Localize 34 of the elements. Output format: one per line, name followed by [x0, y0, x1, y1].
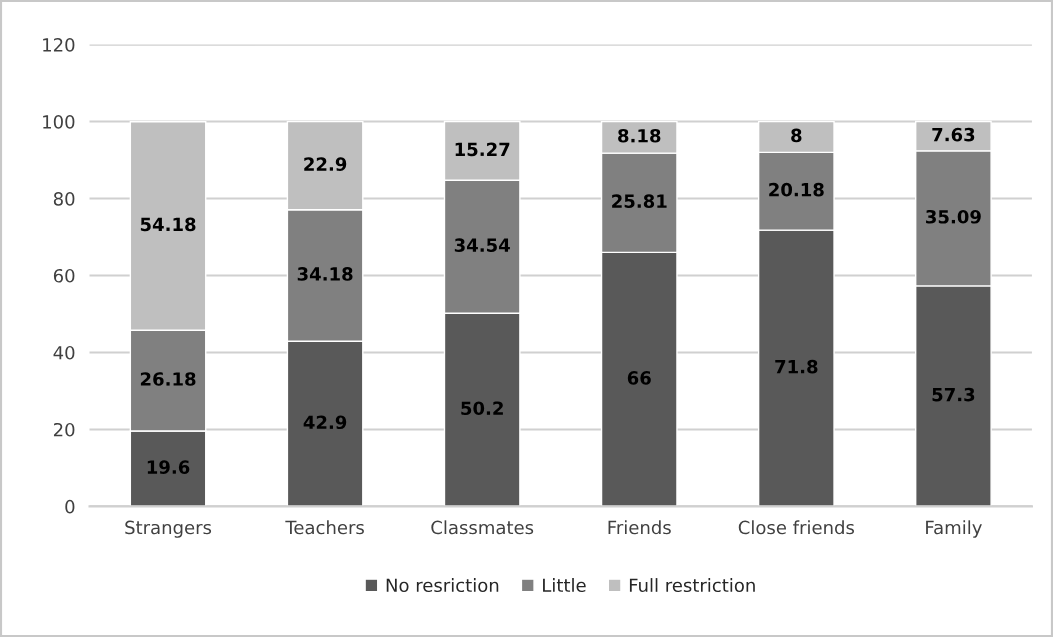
data-label: 42.9: [303, 415, 347, 430]
data-label: 20.18: [769, 182, 824, 197]
y-tick-label: 40: [53, 345, 75, 360]
data-label: 7.63: [932, 127, 975, 142]
data-label: 54.18: [140, 217, 196, 232]
legend-label: No resriction: [386, 578, 499, 593]
y-tick-label: 20: [53, 422, 75, 437]
x-tick-label: Teachers: [285, 520, 364, 535]
data-label: 35.09: [926, 209, 981, 224]
data-label: 25.81: [612, 194, 667, 208]
data-label: 19.6: [147, 460, 190, 474]
y-tick-label: 80: [53, 191, 75, 206]
x-tick-label: Family: [926, 520, 982, 538]
data-label: 34.18: [297, 267, 353, 281]
legend-label: Full restriction: [629, 578, 755, 593]
y-tick-label: 0: [65, 499, 75, 514]
x-tick-label: Close friends: [738, 520, 855, 535]
data-label: 8.18: [618, 128, 661, 143]
data-label: 66: [627, 371, 651, 385]
data-label: 8: [791, 128, 802, 143]
x-tick-label: Friends: [608, 520, 671, 535]
data-label: 34.54: [454, 238, 510, 252]
x-tick-label: Strangers: [125, 520, 212, 538]
data-label: 22.9: [304, 157, 347, 171]
data-label: 26.18: [140, 372, 196, 386]
data-label: 57.3: [932, 387, 975, 402]
y-tick-label: 120: [43, 38, 75, 52]
data-label: 50.2: [461, 401, 503, 416]
legend-label: Little: [543, 578, 586, 593]
y-tick-label: 60: [53, 268, 75, 283]
data-label: 71.8: [775, 359, 818, 374]
data-label: 15.27: [455, 142, 510, 157]
x-tick-label: Classmates: [431, 520, 534, 535]
y-tick-label: 100: [43, 115, 75, 129]
